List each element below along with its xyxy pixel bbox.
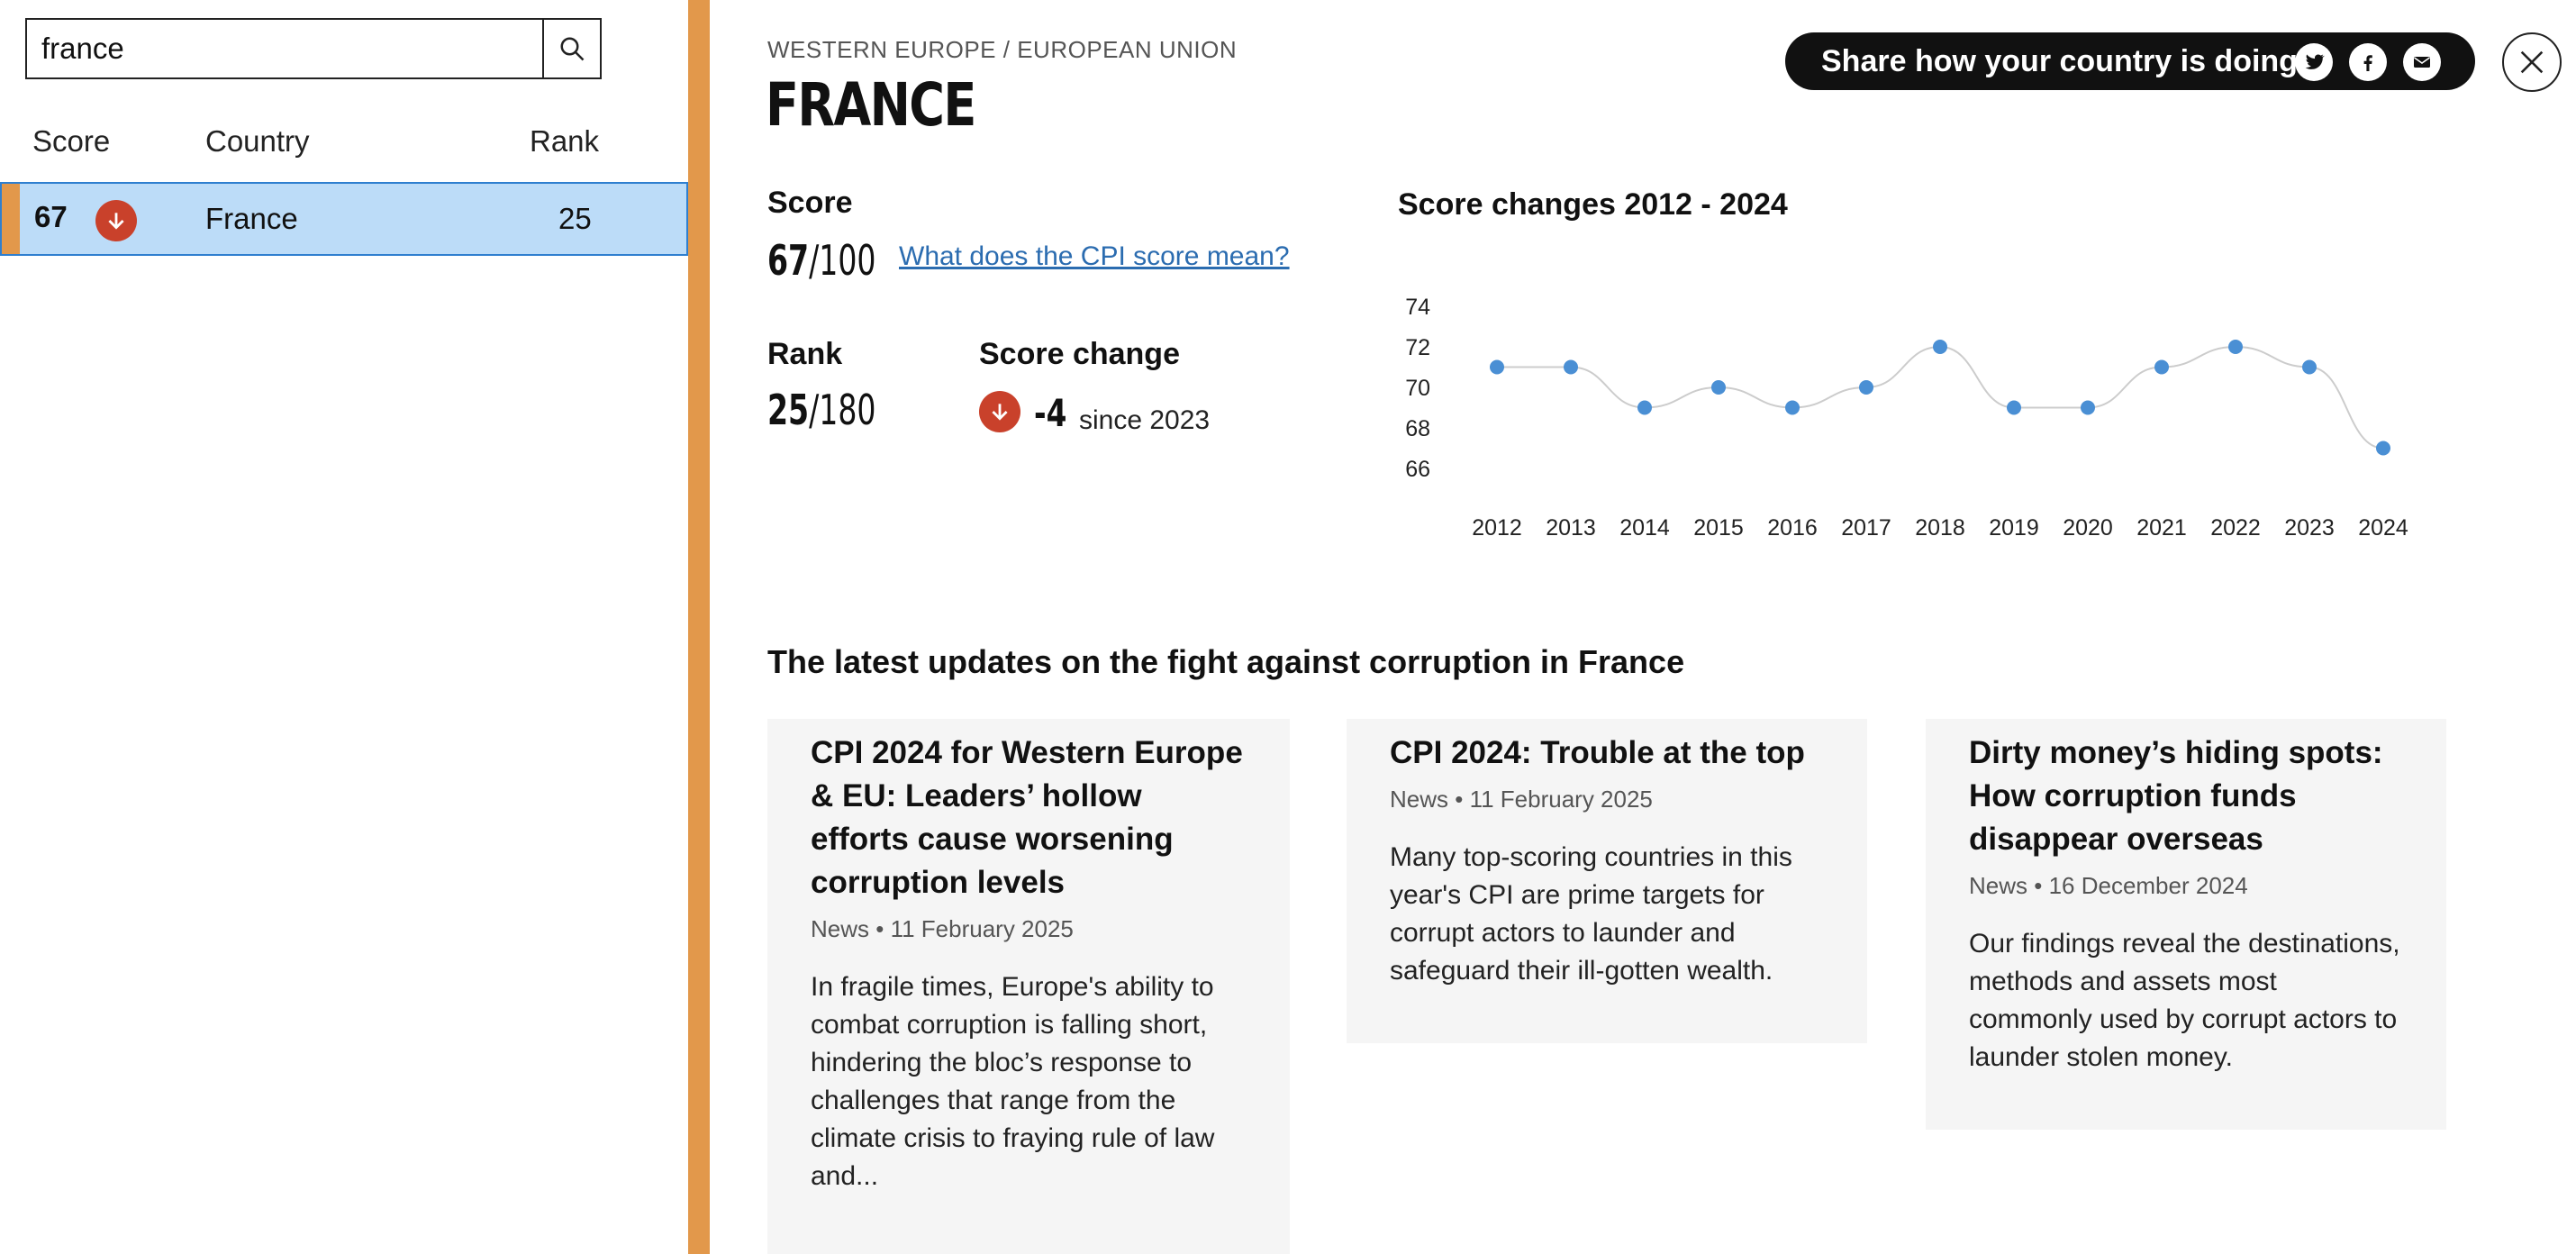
search-panel: Score Country Rank 67 France 25 — [0, 0, 688, 1254]
region-breadcrumb: WESTERN EUROPE / EUROPEAN UNION — [767, 36, 1238, 63]
x-tick-label: 2016 — [1767, 515, 1818, 541]
score-series-line — [1497, 345, 2384, 450]
close-button[interactable] — [2502, 32, 2562, 92]
row-rank: 25 — [558, 202, 592, 235]
search-box — [25, 18, 602, 79]
y-tick-label: 72 — [1405, 335, 1430, 360]
x-tick-label: 2023 — [2284, 515, 2335, 541]
data-point[interactable] — [2376, 441, 2390, 456]
data-point[interactable] — [2081, 400, 2095, 415]
news-card-meta: News • 16 December 2024 — [1969, 872, 2248, 899]
facebook-icon[interactable] — [2349, 43, 2387, 81]
score-change-label: Score change — [979, 337, 1180, 371]
score-label: Score — [767, 186, 853, 220]
chart-title: Score changes 2012 - 2024 — [1398, 187, 1788, 222]
panel-divider — [688, 0, 710, 1254]
x-tick-label: 2015 — [1693, 515, 1744, 541]
x-tick-label: 2020 — [2063, 515, 2113, 541]
cpi-score-link[interactable]: What does the CPI score mean? — [899, 241, 1290, 271]
data-point[interactable] — [1564, 359, 1578, 375]
news-card-meta: News • 11 February 2025 — [1390, 786, 1653, 813]
data-point[interactable] — [1933, 340, 1947, 354]
x-tick-label: 2014 — [1619, 515, 1670, 541]
data-point[interactable] — [2154, 359, 2169, 375]
data-point[interactable] — [1490, 359, 1504, 375]
y-tick-label: 70 — [1405, 376, 1430, 401]
news-card-title[interactable]: Dirty money’s hiding spots: How corrupti… — [1969, 735, 2383, 857]
rank-value: 25/180 — [767, 386, 875, 434]
share-text: Share how your country is doing — [1821, 43, 2298, 78]
search-input[interactable] — [27, 20, 542, 77]
page-title: FRANCE — [766, 70, 976, 140]
rank-total: /180 — [809, 386, 876, 434]
share-bar[interactable]: Share how your country is doing — [1785, 32, 2475, 90]
news-card-summary: In fragile times, Europe's ability to co… — [811, 972, 1215, 1191]
arrow-down-icon — [979, 391, 1020, 432]
row-accent — [2, 184, 20, 254]
updates-heading: The latest updates on the fight against … — [767, 643, 1685, 680]
score-line-chart: 74 72 70 68 66 2012 2013 2014 2015 2016 2017 2018 20… — [1405, 295, 2408, 541]
score-change-since: since 2023 — [1079, 405, 1211, 435]
data-point[interactable] — [1711, 380, 1726, 395]
data-point[interactable] — [1785, 400, 1800, 415]
row-score: 67 — [34, 200, 68, 233]
data-point[interactable] — [1859, 380, 1873, 395]
data-point[interactable] — [2302, 359, 2317, 375]
twitter-icon[interactable] — [2295, 43, 2333, 81]
x-tick-label: 2012 — [1472, 515, 1522, 541]
row-country: France — [205, 202, 298, 235]
news-card[interactable]: CPI 2024: Trouble at the top News • 11 F… — [1347, 719, 1867, 1043]
score-total: /100 — [809, 236, 876, 285]
y-tick-label: 66 — [1405, 457, 1430, 482]
data-point[interactable] — [1637, 400, 1652, 415]
x-tick-label: 2017 — [1841, 515, 1891, 541]
x-tick-label: 2021 — [2136, 515, 2187, 541]
share-icons — [2295, 43, 2441, 81]
rank-number: 25 — [767, 386, 810, 434]
column-header-country[interactable]: Country — [205, 124, 310, 158]
score-value: 67/100 — [767, 236, 875, 285]
score-change-value: -4 — [1034, 391, 1067, 435]
news-card-summary: Many top-scoring countries in this year'… — [1390, 842, 1792, 986]
search-icon — [560, 37, 585, 61]
news-card-title[interactable]: CPI 2024 for Western Europe & EU: Leader… — [811, 735, 1243, 900]
news-card[interactable]: Dirty money’s hiding spots: How corrupti… — [1926, 719, 2446, 1130]
column-header-score[interactable]: Score — [32, 124, 111, 158]
x-tick-label: 2018 — [1915, 515, 1965, 541]
x-tick-label: 2022 — [2210, 515, 2261, 541]
column-header-rank[interactable]: Rank — [530, 124, 600, 158]
search-button[interactable] — [542, 20, 600, 77]
email-icon[interactable] — [2403, 43, 2441, 81]
rank-label: Rank — [767, 337, 843, 371]
x-tick-label: 2024 — [2358, 515, 2408, 541]
arrow-down-icon — [95, 200, 137, 241]
results-table-header: Score Country Rank — [0, 124, 688, 164]
data-point[interactable] — [2007, 400, 2021, 415]
x-tick-label: 2013 — [1546, 515, 1596, 541]
y-tick-label: 74 — [1405, 295, 1430, 320]
close-icon — [2520, 50, 2544, 74]
data-point[interactable] — [2228, 340, 2243, 354]
score-number: 67 — [767, 236, 810, 285]
news-card-summary: Our findings reveal the destinations, me… — [1969, 929, 2400, 1072]
news-card-title[interactable]: CPI 2024: Trouble at the top — [1390, 735, 1805, 770]
y-tick-label: 68 — [1405, 416, 1430, 441]
news-card-meta: News • 11 February 2025 — [811, 915, 1074, 942]
news-card[interactable]: CPI 2024 for Western Europe & EU: Leader… — [767, 719, 1290, 1254]
table-row[interactable]: 67 France 25 — [0, 182, 688, 256]
x-tick-label: 2019 — [1989, 515, 2039, 541]
